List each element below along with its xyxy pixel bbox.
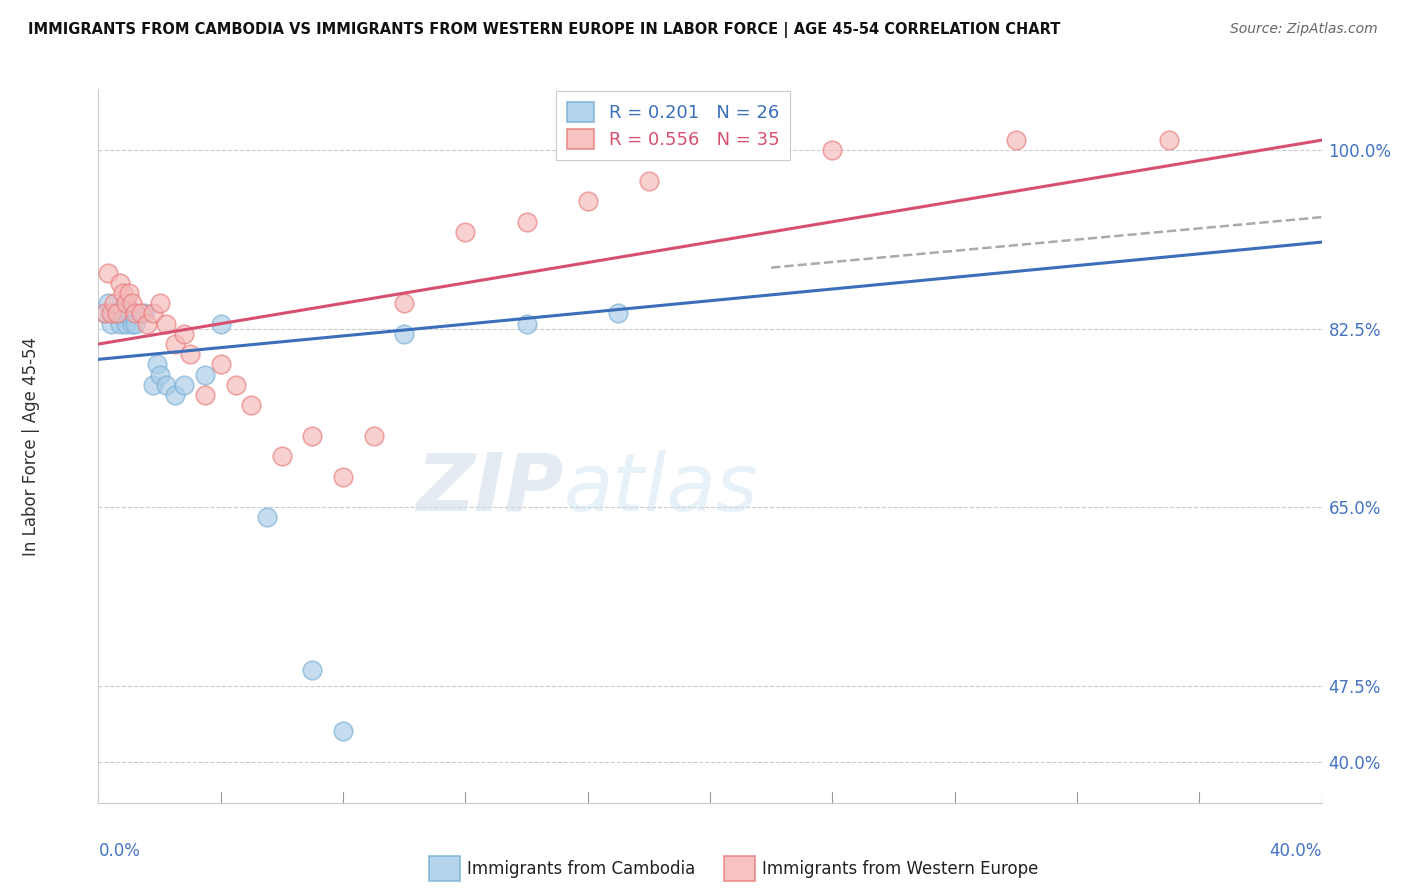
Point: [124, 306, 146, 320]
Point: [821, 144, 844, 158]
Point: [155, 317, 177, 331]
Point: [392, 326, 416, 341]
Point: [129, 306, 152, 320]
Point: [93, 306, 115, 320]
Text: 40.0%: 40.0%: [1270, 842, 1322, 860]
Point: [142, 377, 165, 392]
Point: [225, 377, 247, 392]
Point: [97, 296, 120, 310]
Point: [121, 296, 143, 310]
Point: [115, 296, 138, 310]
Point: [638, 174, 661, 188]
Point: [392, 296, 416, 310]
Point: [121, 317, 143, 331]
Point: [134, 306, 156, 320]
Point: [454, 225, 477, 239]
Point: [173, 326, 195, 341]
Legend: R = 0.201   N = 26, R = 0.556   N = 35: R = 0.201 N = 26, R = 0.556 N = 35: [557, 91, 790, 160]
Point: [149, 368, 172, 382]
Point: [100, 317, 122, 331]
Point: [301, 663, 323, 677]
Point: [576, 194, 599, 209]
Point: [173, 377, 195, 392]
Text: Immigrants from Cambodia: Immigrants from Cambodia: [467, 860, 695, 878]
Point: [118, 286, 141, 301]
Text: atlas: atlas: [564, 450, 758, 528]
Point: [163, 388, 186, 402]
Point: [149, 296, 172, 310]
Point: [516, 317, 538, 331]
Point: [332, 469, 354, 483]
Point: [163, 337, 186, 351]
Point: [93, 306, 115, 320]
Point: [124, 317, 146, 331]
Point: [142, 306, 165, 320]
Point: [97, 266, 120, 280]
Point: [256, 510, 278, 524]
Point: [111, 286, 134, 301]
Point: [155, 377, 177, 392]
Point: [105, 306, 128, 320]
Text: Source: ZipAtlas.com: Source: ZipAtlas.com: [1230, 22, 1378, 37]
Point: [179, 347, 201, 361]
Point: [301, 429, 323, 443]
Text: ZIP: ZIP: [416, 450, 564, 528]
Point: [1004, 133, 1026, 147]
Point: [136, 317, 159, 331]
Point: [607, 306, 630, 320]
Point: [516, 215, 538, 229]
Point: [145, 358, 167, 372]
Point: [111, 306, 134, 320]
Text: 0.0%: 0.0%: [98, 842, 141, 860]
Point: [1157, 133, 1180, 147]
Point: [240, 398, 263, 412]
Point: [209, 358, 232, 372]
Text: Immigrants from Western Europe: Immigrants from Western Europe: [762, 860, 1039, 878]
Text: IMMIGRANTS FROM CAMBODIA VS IMMIGRANTS FROM WESTERN EUROPE IN LABOR FORCE | AGE : IMMIGRANTS FROM CAMBODIA VS IMMIGRANTS F…: [28, 22, 1060, 38]
Point: [108, 276, 131, 290]
Point: [103, 296, 125, 310]
Point: [209, 317, 232, 331]
Point: [108, 317, 131, 331]
Point: [115, 317, 138, 331]
Point: [270, 449, 294, 463]
Point: [363, 429, 385, 443]
Point: [100, 306, 122, 320]
Point: [194, 388, 217, 402]
Text: In Labor Force | Age 45-54: In Labor Force | Age 45-54: [22, 336, 41, 556]
Point: [194, 368, 217, 382]
Point: [105, 306, 128, 320]
Point: [118, 306, 141, 320]
Point: [103, 306, 125, 320]
Point: [332, 724, 354, 739]
